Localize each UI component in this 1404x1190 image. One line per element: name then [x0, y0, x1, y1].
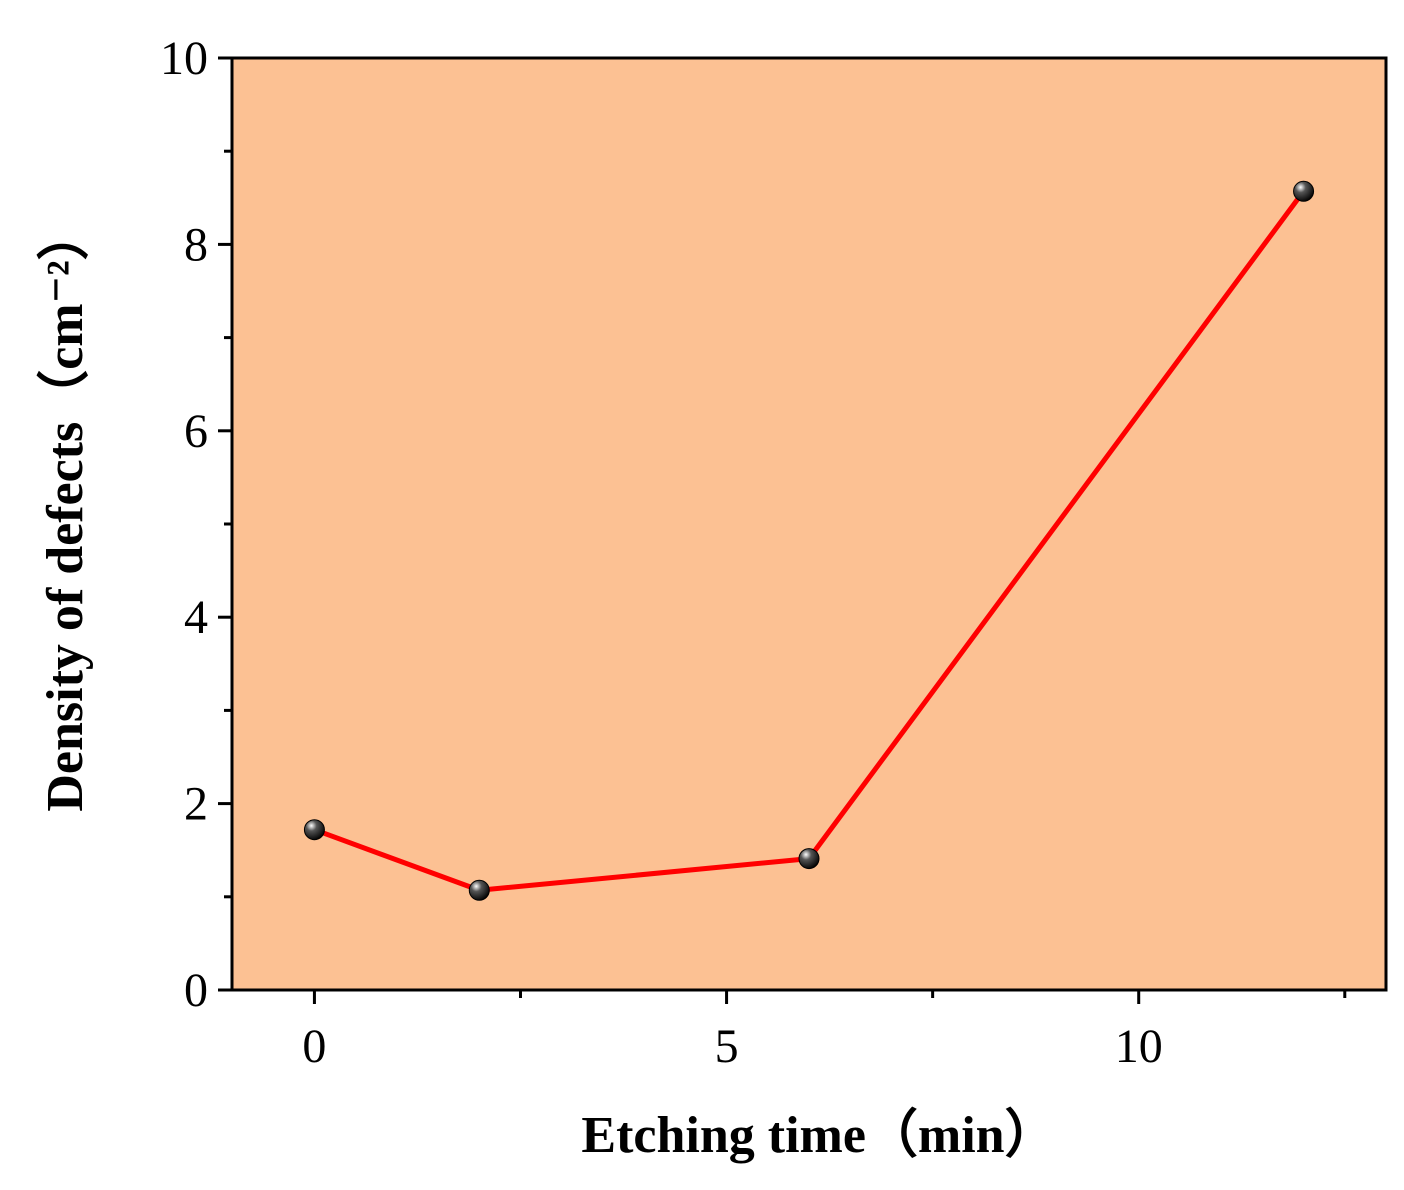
x-tick-label: 5 [715, 1020, 739, 1073]
y-axis-title: Density of defects（cm⁻²） [36, 208, 94, 811]
y-tick-label: 4 [184, 591, 208, 644]
labels-layer: 0 2 4 6 8 10 0 5 10 [160, 32, 1163, 1073]
plot-area [230, 56, 1388, 992]
data-point [468, 879, 490, 901]
series-line [313, 189, 1306, 893]
data-point [798, 848, 820, 870]
ticks-layer [218, 56, 1347, 1004]
x-tick-label: 0 [302, 1020, 326, 1073]
x-axis-title: Etching time（min） [581, 1106, 1056, 1164]
y-tick-label: 10 [160, 32, 208, 85]
x-tick-label: 10 [1115, 1020, 1163, 1073]
y-tick-label: 2 [184, 778, 208, 831]
y-tick-label: 6 [184, 405, 208, 458]
y-tick-label: 0 [184, 964, 208, 1017]
series-layer [303, 180, 1315, 901]
y-tick-label: 8 [184, 218, 208, 271]
data-point [303, 819, 325, 841]
data-point [1293, 180, 1315, 202]
